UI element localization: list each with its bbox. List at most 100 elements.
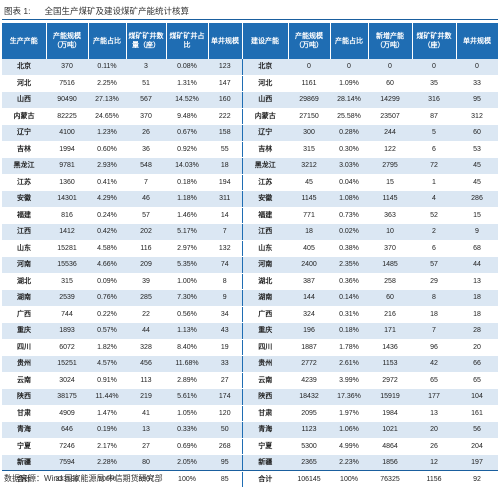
table-row: 福建 816 0.24% 57 1.46% 14 福建 771 0.73% 363 52 15 [2,207,498,224]
value-cell: 5.35% [166,256,208,274]
value-cell: 18 [208,157,242,175]
value-cell: 56 [456,421,498,439]
value-cell: 2 [412,223,456,241]
table-row: 云南 3024 0.91% 113 2.89% 27 云南 4239 3.99% 2972 65 65 [2,372,498,389]
value-cell: 0.91% [88,372,126,389]
value-cell: 3.03% [330,157,368,175]
value-cell: 8.40% [166,339,208,356]
value-cell: 11.68% [166,355,208,373]
region-cell: 河北 [241,75,288,92]
value-cell: 14.03% [166,157,208,175]
table-row: 江西 1412 0.42% 202 5.17% 7 江西 18 0.02% 10 2 9 [2,223,498,241]
header-cell: 单井规模 [208,23,243,59]
value-cell: 0.42% [88,223,126,241]
table-row: 吉林 1994 0.60% 36 0.92% 55 吉林 315 0.30% 122 6 53 [2,141,498,158]
value-cell: 1994 [46,141,88,158]
value-cell: 1.97% [330,405,368,422]
value-cell: 4864 [368,438,412,455]
value-cell: 15281 [46,240,88,257]
value-cell: 2.93% [88,157,126,175]
table-row: 北京 370 0.11% 3 0.08% 123 北京 0 0 0 0 0 [2,59,498,76]
value-cell: 36 [126,141,166,158]
value-cell: 6072 [46,339,88,356]
value-cell: 15536 [46,256,88,274]
value-cell: 100% [166,470,208,488]
region-cell: 江苏 [2,174,46,191]
region-cell: 湖北 [241,273,288,290]
value-cell: 0.67% [166,124,208,142]
value-cell: 4.58% [88,240,126,257]
region-cell: 宁夏 [2,438,46,455]
value-cell: 0.19% [88,421,126,439]
value-cell: 3212 [288,157,330,175]
value-cell: 42 [412,355,456,373]
value-cell: 315 [46,273,88,290]
value-cell: 44 [456,256,498,274]
value-cell: 3 [126,59,166,76]
value-cell: 15 [368,174,412,191]
value-cell: 24.65% [88,108,126,125]
value-cell: 0.09% [88,273,126,290]
value-cell: 196 [288,322,330,340]
value-cell: 95 [456,91,498,109]
value-cell: 387 [288,273,330,290]
table-row: 内蒙古 82225 24.65% 370 9.48% 222 内蒙古 27150 25.58% 2… [2,108,498,125]
value-cell: 123 [208,59,242,76]
table-row: 辽宁 4100 1.23% 26 0.67% 158 辽宁 300 0.28% 244 5 60 [2,124,498,142]
value-cell: 0.24% [88,207,126,224]
table-row: 新疆 7594 2.28% 80 2.05% 95 新疆 2365 2.23% 1856 12 197 [2,454,498,472]
value-cell: 6 [412,240,456,257]
value-cell: 25.58% [330,108,368,125]
value-cell: 0 [330,59,368,76]
value-cell: 100% [330,470,368,488]
header-cell: 产能占比 [88,23,127,59]
value-cell: 363 [368,207,412,224]
value-cell: 28 [456,322,498,340]
value-cell: 0.38% [330,240,368,257]
value-cell: 244 [368,124,412,142]
value-cell: 816 [46,207,88,224]
value-cell: 1.08% [330,190,368,208]
value-cell: 2795 [368,157,412,175]
value-cell: 204 [456,438,498,455]
value-cell: 2365 [288,454,330,472]
region-cell: 黑龙江 [2,157,46,175]
value-cell: 46 [126,190,166,208]
value-cell: 0.18% [330,322,368,340]
value-cell: 1153 [368,355,412,373]
region-cell: 辽宁 [2,124,46,142]
region-cell: 四川 [2,339,46,356]
value-cell: 66 [456,355,498,373]
table-row: 广西 744 0.22% 22 0.56% 34 广西 324 0.31% 216 18 18 [2,306,498,323]
value-cell: 65 [412,372,456,389]
value-cell: 646 [46,421,88,439]
value-cell: 456 [126,355,166,373]
table-row: 河南 15536 4.66% 209 5.35% 74 河南 2400 2.35% 1485 57 4… [2,256,498,274]
value-cell: 45 [288,174,330,191]
value-cell: 1856 [368,454,412,472]
caption-text: 全国生产煤矿及建设煤矿产能统计核算 [44,6,189,16]
region-cell: 山东 [2,240,46,257]
data-source: 数据来源：Wind 国家能源局 中信期货研究部 [2,470,498,486]
region-cell: 山东 [241,240,288,257]
value-cell: 5 [412,124,456,142]
value-cell: 2.28% [88,454,126,472]
header-cell: 产能规模（万吨） [288,23,331,59]
value-cell: 370 [126,108,166,125]
value-cell: 18 [456,306,498,323]
value-cell: 10 [368,223,412,241]
header-cell: 单井规模 [456,23,499,59]
value-cell: 14.52% [166,91,208,109]
value-cell: 4909 [46,405,88,422]
value-cell: 27150 [288,108,330,125]
region-cell: 云南 [241,372,288,389]
value-cell: 0.60% [88,141,126,158]
value-cell: 197 [456,454,498,472]
header-cell: 产能占比 [330,23,369,59]
value-cell: 2.35% [330,256,368,274]
value-cell: 65 [456,372,498,389]
value-cell: 52 [412,207,456,224]
value-cell: 72 [412,157,456,175]
region-cell: 江西 [241,223,288,241]
value-cell: 68 [456,240,498,257]
